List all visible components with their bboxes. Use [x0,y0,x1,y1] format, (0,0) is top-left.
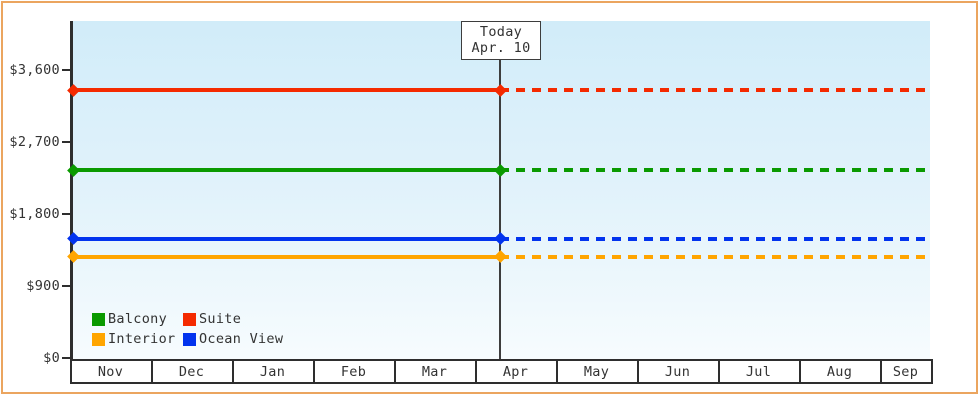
legend-swatch-icon [183,332,196,346]
today-annotation-box: Today Apr. 10 [461,21,541,60]
chart-frame-border [1,1,978,394]
y-tick-label: $1,800 [9,206,60,222]
legend: Balcony Suite Interior Ocean View [92,311,283,347]
y-tick-mark [62,69,70,71]
today-date-label: Apr. 10 [471,40,531,56]
month-label-jun: Jun [664,364,691,380]
month-label-may: May [583,364,610,380]
month-cell-divider [232,360,234,384]
month-label-apr: Apr [502,364,529,380]
month-cell-divider [931,360,933,384]
legend-label: Balcony [108,311,167,327]
today-label: Today [479,24,523,40]
series-balcony-dotted-line [500,168,930,172]
y-tick-mark [62,213,70,215]
legend-swatch-icon [183,312,196,326]
month-label-nov: Nov [97,364,124,380]
month-cell-divider [799,360,801,384]
y-tick-mark [62,357,70,359]
series-interior-dotted-line [500,254,930,259]
legend-item-ocean-view: Ocean View [183,331,283,347]
y-tick-label: $3,600 [9,62,60,78]
legend-swatch-icon [92,332,105,346]
y-axis-line [70,21,73,360]
y-tick-mark [62,285,70,287]
month-label-mar: Mar [421,364,448,380]
month-cell-divider [556,360,558,384]
series-suite-dotted-line [500,88,930,92]
y-tick-label: $2,700 [9,134,60,150]
month-label-sep: Sep [892,364,919,380]
month-cell-divider [70,360,72,384]
month-table-top-line [70,359,933,361]
series-interior-solid-line [73,254,500,259]
today-vertical-line [499,59,501,360]
series-ocean-view-solid-line [73,236,500,241]
legend-label: Suite [199,311,242,327]
month-cell-divider [313,360,315,384]
y-tick-mark [62,141,70,143]
series-balcony-solid-line [73,168,500,172]
y-tick-label: $0 [43,350,60,366]
series-suite-solid-line [73,88,500,92]
legend-item-balcony: Balcony [92,311,183,327]
legend-swatch-icon [92,312,105,326]
month-label-jan: Jan [259,364,286,380]
legend-item-suite: Suite [183,311,283,327]
month-cell-divider [637,360,639,384]
month-label-jul: Jul [745,364,772,380]
month-cell-divider [475,360,477,384]
y-tick-label: $900 [26,278,60,294]
month-label-aug: Aug [826,364,853,380]
legend-item-interior: Interior [92,331,183,347]
month-cell-divider [151,360,153,384]
month-cell-divider [718,360,720,384]
month-cell-divider [394,360,396,384]
month-label-feb: Feb [340,364,367,380]
month-table-bottom-line [70,382,933,384]
legend-label: Interior [108,331,176,347]
month-cell-divider [880,360,882,384]
plot-area [73,21,930,360]
month-label-dec: Dec [178,364,205,380]
series-ocean-view-dotted-line [500,236,930,241]
legend-label: Ocean View [199,331,284,347]
